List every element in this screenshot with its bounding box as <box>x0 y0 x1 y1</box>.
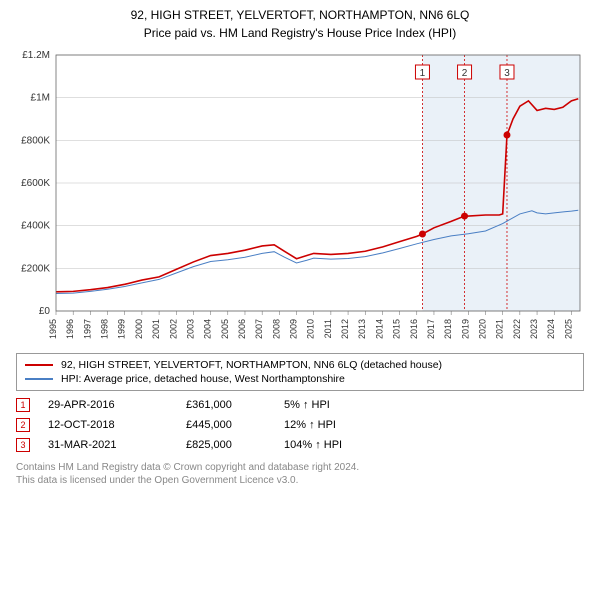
svg-text:1996: 1996 <box>65 319 75 339</box>
table-row: 2 12-OCT-2018 £445,000 12% ↑ HPI <box>16 415 584 435</box>
svg-text:2001: 2001 <box>151 319 161 339</box>
svg-text:£1.2M: £1.2M <box>22 50 50 61</box>
svg-text:2019: 2019 <box>460 319 470 339</box>
table-row: 1 29-APR-2016 £361,000 5% ↑ HPI <box>16 395 584 415</box>
legend-swatch-2 <box>25 378 53 380</box>
tx-badge-3: 3 <box>16 438 30 452</box>
title-subtitle: Price paid vs. HM Land Registry's House … <box>12 26 588 42</box>
svg-text:2000: 2000 <box>134 319 144 339</box>
svg-text:2020: 2020 <box>478 319 488 339</box>
svg-text:2015: 2015 <box>392 319 402 339</box>
svg-text:2008: 2008 <box>271 319 281 339</box>
svg-text:2006: 2006 <box>237 319 247 339</box>
tx-price-3: £825,000 <box>186 439 266 451</box>
tx-pct-1: 5% ↑ HPI <box>284 399 394 411</box>
svg-text:2009: 2009 <box>289 319 299 339</box>
svg-text:2013: 2013 <box>357 319 367 339</box>
svg-text:2025: 2025 <box>563 319 573 339</box>
svg-text:1999: 1999 <box>117 319 127 339</box>
svg-text:2014: 2014 <box>374 319 384 339</box>
svg-text:£1M: £1M <box>31 93 50 104</box>
tx-price-2: £445,000 <box>186 419 266 431</box>
svg-text:2022: 2022 <box>512 319 522 339</box>
footer: Contains HM Land Registry data © Crown c… <box>16 461 584 487</box>
footer-line-1: Contains HM Land Registry data © Crown c… <box>16 461 584 474</box>
svg-text:2012: 2012 <box>340 319 350 339</box>
svg-text:£400K: £400K <box>21 221 50 232</box>
svg-text:2003: 2003 <box>185 319 195 339</box>
svg-text:£0: £0 <box>39 306 51 317</box>
svg-text:1997: 1997 <box>82 319 92 339</box>
svg-text:1: 1 <box>420 68 426 79</box>
tx-price-1: £361,000 <box>186 399 266 411</box>
svg-text:£600K: £600K <box>21 178 50 189</box>
svg-text:3: 3 <box>504 68 510 79</box>
chart-container: 92, HIGH STREET, YELVERTOFT, NORTHAMPTON… <box>0 0 600 493</box>
chart-svg: £0 £200K £400K £600K £800K £1M £1.2M 1995 1996 19… <box>12 47 588 347</box>
legend-row-2: HPI: Average price, detached house, West… <box>25 372 575 386</box>
tx-date-2: 12-OCT-2018 <box>48 419 168 431</box>
footer-line-2: This data is licensed under the Open Gov… <box>16 474 584 487</box>
svg-text:2017: 2017 <box>426 319 436 339</box>
chart-plot: £0 £200K £400K £600K £800K £1M £1.2M 1995 1996 19… <box>12 47 588 347</box>
svg-text:1998: 1998 <box>100 319 110 339</box>
svg-text:1995: 1995 <box>48 319 58 339</box>
tx-date-3: 31-MAR-2021 <box>48 439 168 451</box>
svg-text:2011: 2011 <box>323 319 333 338</box>
legend-label-2: HPI: Average price, detached house, West… <box>61 373 345 385</box>
legend-row-1: 92, HIGH STREET, YELVERTOFT, NORTHAMPTON… <box>25 358 575 372</box>
legend: 92, HIGH STREET, YELVERTOFT, NORTHAMPTON… <box>16 353 584 391</box>
tx-badge-1: 1 <box>16 398 30 412</box>
svg-text:2016: 2016 <box>409 319 419 339</box>
svg-text:2002: 2002 <box>168 319 178 339</box>
svg-text:2021: 2021 <box>495 319 505 339</box>
svg-text:£200K: £200K <box>21 264 50 275</box>
svg-text:2004: 2004 <box>203 319 213 339</box>
svg-text:2007: 2007 <box>254 319 264 339</box>
svg-text:£800K: £800K <box>21 136 50 147</box>
svg-text:2023: 2023 <box>529 319 539 339</box>
table-row: 3 31-MAR-2021 £825,000 104% ↑ HPI <box>16 435 584 455</box>
svg-text:2010: 2010 <box>306 319 316 339</box>
tx-date-1: 29-APR-2016 <box>48 399 168 411</box>
transactions: 1 29-APR-2016 £361,000 5% ↑ HPI 2 12-OCT… <box>16 395 584 455</box>
svg-text:2005: 2005 <box>220 319 230 339</box>
svg-text:2: 2 <box>462 68 468 79</box>
legend-label-1: 92, HIGH STREET, YELVERTOFT, NORTHAMPTON… <box>61 359 442 371</box>
tx-pct-2: 12% ↑ HPI <box>284 419 394 431</box>
tx-pct-3: 104% ↑ HPI <box>284 439 394 451</box>
legend-swatch-1 <box>25 364 53 366</box>
tx-badge-2: 2 <box>16 418 30 432</box>
title-block: 92, HIGH STREET, YELVERTOFT, NORTHAMPTON… <box>12 8 588 41</box>
svg-text:2024: 2024 <box>546 319 556 339</box>
svg-text:2018: 2018 <box>443 319 453 339</box>
title-address: 92, HIGH STREET, YELVERTOFT, NORTHAMPTON… <box>12 8 588 24</box>
